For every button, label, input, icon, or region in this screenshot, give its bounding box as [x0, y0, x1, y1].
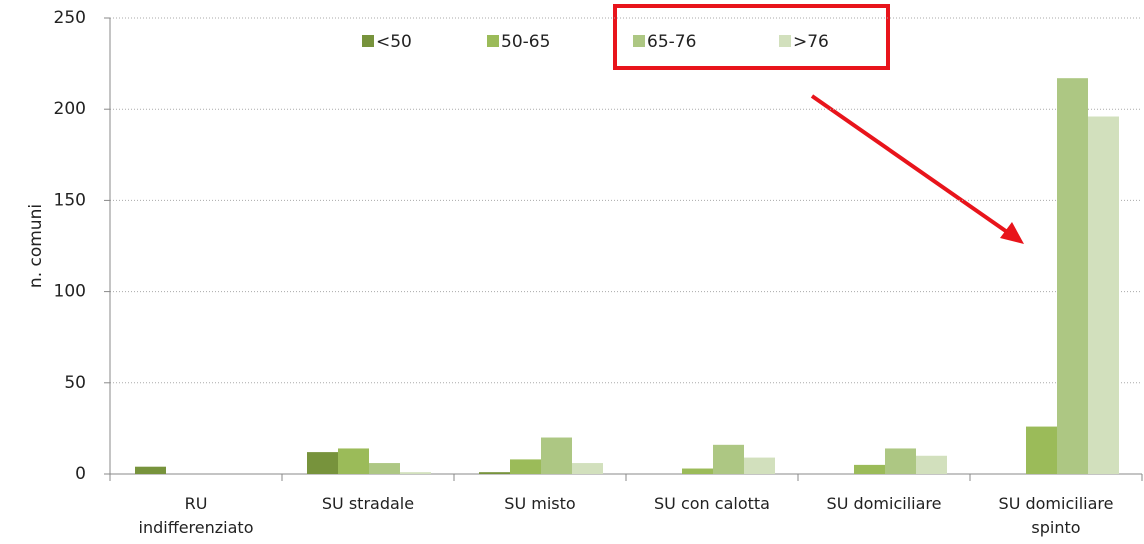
x-tick-label: SU domiciliare — [826, 494, 942, 513]
y-tick-label: 200 — [54, 99, 86, 119]
bar — [1057, 78, 1088, 474]
x-tick-label: SU stradale — [321, 494, 415, 513]
legend-swatch — [362, 35, 374, 47]
y-tick-label: 100 — [54, 282, 86, 302]
bar — [744, 457, 775, 474]
legend-swatch — [779, 35, 791, 47]
bar — [713, 444, 744, 474]
bar — [854, 464, 885, 474]
x-tick-label: SU misto — [504, 494, 576, 513]
bar — [479, 472, 510, 474]
bar — [1026, 426, 1057, 474]
legend-label: <50 — [376, 32, 412, 52]
legend-label: 50-65 — [501, 32, 550, 52]
bar — [510, 459, 541, 474]
x-tick-label: SU con calotta — [654, 494, 770, 513]
legend-label: >76 — [793, 32, 829, 52]
arrow-shaft — [810, 94, 1012, 236]
bar — [1088, 116, 1119, 474]
bar — [135, 466, 166, 474]
x-tick-label: RU indifferenziato — [138, 494, 254, 537]
highlight-box — [613, 4, 890, 70]
legend-label: 65-76 — [647, 32, 696, 52]
y-tick-label: 0 — [75, 464, 86, 484]
bar — [307, 452, 338, 474]
bar — [682, 468, 713, 474]
y-tick-label: 50 — [64, 373, 86, 393]
bar — [400, 472, 431, 474]
bar — [338, 448, 369, 474]
y-tick-label: 250 — [54, 8, 86, 28]
bar — [916, 455, 947, 474]
legend-swatch — [633, 35, 645, 47]
legend-swatch — [487, 35, 499, 47]
y-axis-label: n. comuni — [26, 204, 46, 288]
y-tick-label: 150 — [54, 190, 86, 210]
bar — [572, 463, 603, 474]
bar — [541, 437, 572, 474]
arrow-head — [1000, 222, 1024, 244]
bar — [885, 448, 916, 474]
x-tick-label: SU domiciliare spinto — [998, 494, 1114, 537]
bar — [369, 463, 400, 474]
